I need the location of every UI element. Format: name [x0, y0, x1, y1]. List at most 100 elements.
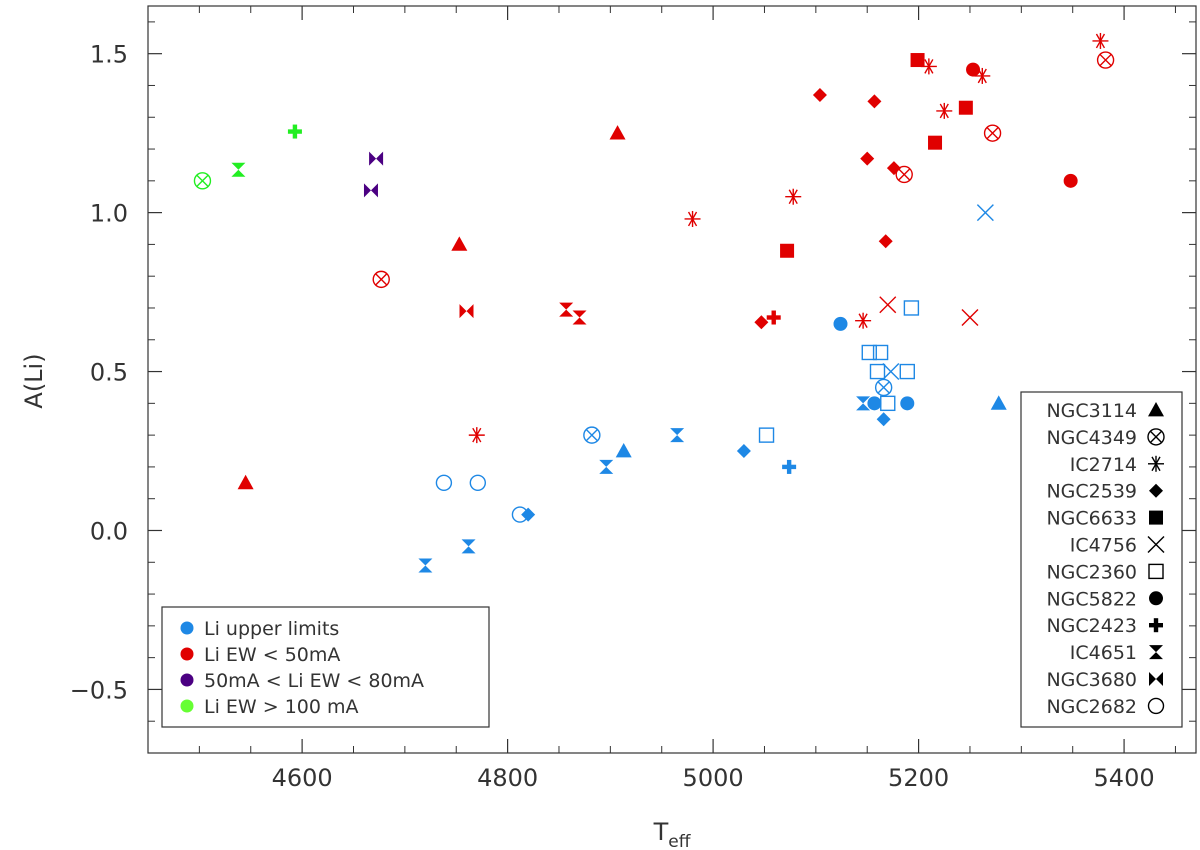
data-point-circled-x: [983, 124, 1002, 142]
x-tick-label: 5200: [888, 764, 949, 792]
legend-cluster-label: NGC2682: [1046, 696, 1137, 718]
data-point-hourglass: [599, 459, 614, 474]
data-point-triangle: [451, 236, 468, 251]
legend-color-label: Li EW < 50mA: [204, 644, 340, 666]
legend-marker-open-circle: [1147, 697, 1165, 715]
legend-marker-circle: [1149, 591, 1163, 606]
color-legend: Li upper limits Li EW < 50mA 50mA < Li EW …: [161, 606, 490, 728]
data-point-bowtie: [459, 304, 474, 319]
legend-cluster-label: NGC3680: [1046, 669, 1137, 691]
data-point-plus: [766, 310, 781, 325]
y-tick-label: 1.0: [90, 200, 128, 228]
data-point-hourglass: [856, 396, 871, 411]
data-point-bowtie: [369, 151, 384, 166]
legend-color-label: Li upper limits: [204, 618, 339, 640]
legend-cluster-label: IC4756: [1070, 535, 1137, 557]
data-point-plus: [782, 459, 797, 474]
legend-color-dot: [180, 673, 194, 687]
data-point-circled-x: [193, 172, 212, 190]
data-point-circled-x: [1096, 51, 1115, 69]
color-legend-box: [161, 606, 490, 728]
data-point-asterisk: [785, 188, 802, 205]
data-point-hourglass: [670, 428, 685, 443]
data-point-open-circle: [469, 474, 487, 492]
data-point-circle: [966, 62, 981, 77]
y-axis-ticks: −0.5 0.0 0.5 1.0 1.5: [70, 21, 1196, 722]
data-point-triangle: [615, 443, 632, 458]
y-axis-title: A(Li): [20, 353, 48, 408]
legend-cluster-label: NGC3114: [1046, 400, 1137, 422]
data-point-asterisk: [684, 210, 701, 227]
data-point-circled-x: [583, 426, 601, 444]
data-point-open-square: [861, 344, 877, 361]
legend-cluster-label: IC4651: [1070, 642, 1137, 664]
data-point-x: [961, 309, 979, 327]
legend-marker-square: [1149, 510, 1163, 525]
x-tick-label: 4600: [272, 764, 333, 792]
data-point-x: [882, 363, 900, 381]
legend-marker-plus: [1149, 618, 1163, 633]
plot-frame: [147, 5, 1197, 754]
data-point-square: [910, 53, 925, 68]
data-point-open-circle: [435, 474, 453, 492]
data-point-triangle: [609, 125, 626, 140]
legend-cluster-label: NGC2423: [1046, 615, 1137, 637]
legend-cluster-label: NGC5822: [1046, 588, 1137, 610]
legend-cluster-label: IC2714: [1070, 454, 1137, 476]
data-point-square: [958, 100, 973, 115]
data-point-circled-x: [874, 378, 893, 397]
legend-cluster-label: NGC4349: [1046, 427, 1137, 449]
data-point-asterisk: [468, 427, 485, 444]
legend-color-dot: [180, 621, 194, 635]
data-point-square: [780, 243, 795, 258]
data-point-open-square: [869, 363, 886, 380]
legend-cluster-label: NGC6633: [1046, 508, 1137, 530]
data-point-x: [976, 204, 994, 222]
data-point-asterisk: [936, 102, 953, 119]
legend-marker-bowtie: [1149, 672, 1163, 686]
legend-marker-triangle: [1148, 402, 1164, 417]
data-point-square: [928, 135, 943, 150]
data-point-diamond: [812, 88, 827, 103]
data-point-circled-x: [895, 165, 913, 184]
data-point-diamond: [736, 444, 751, 459]
data-point-hourglass: [231, 162, 246, 177]
legend-cluster-label: NGC2360: [1046, 561, 1137, 583]
data-point-diamond: [860, 151, 875, 166]
data-point-open-square: [758, 427, 775, 443]
data-point-diamond: [876, 412, 891, 427]
y-tick-label: 0.5: [90, 359, 128, 387]
legend-marker-hourglass: [1149, 645, 1163, 660]
legend-marker-open-square: [1148, 563, 1164, 580]
data-point-circle: [1063, 173, 1078, 188]
x-tick-label: 5000: [683, 764, 744, 792]
data-point-diamond: [754, 315, 769, 330]
data-point-hourglass: [559, 302, 574, 317]
legend-marker-asterisk: [1148, 455, 1164, 472]
data-point-asterisk: [855, 312, 872, 329]
data-point-hourglass: [461, 539, 476, 554]
data-point-open-square: [872, 344, 889, 361]
data-points: [193, 32, 1115, 573]
legend-color-label: 50mA < Li EW < 80mA: [204, 670, 424, 692]
y-tick-label: 0.0: [90, 517, 128, 545]
data-point-open-square: [899, 363, 915, 380]
data-point-hourglass: [418, 558, 433, 573]
data-point-asterisk: [974, 67, 991, 84]
legend-cluster-label: NGC2539: [1046, 481, 1137, 503]
marker-legend-box: [1020, 391, 1183, 728]
legend-color-label: Li EW > 100 mA: [204, 696, 359, 718]
legend-marker-circled-x: [1147, 428, 1165, 446]
y-tick-label: 1.5: [90, 41, 128, 69]
legend-color-dot: [180, 647, 194, 661]
data-point-asterisk: [1092, 32, 1109, 49]
legend-marker-x: [1147, 536, 1165, 553]
x-axis-title: Teff: [653, 818, 692, 850]
data-point-circle: [867, 396, 882, 411]
legend-color-dot: [180, 699, 194, 713]
data-point-circle: [833, 316, 848, 331]
data-point-bowtie: [363, 183, 378, 198]
data-point-asterisk: [920, 58, 937, 75]
data-point-triangle: [990, 395, 1007, 410]
